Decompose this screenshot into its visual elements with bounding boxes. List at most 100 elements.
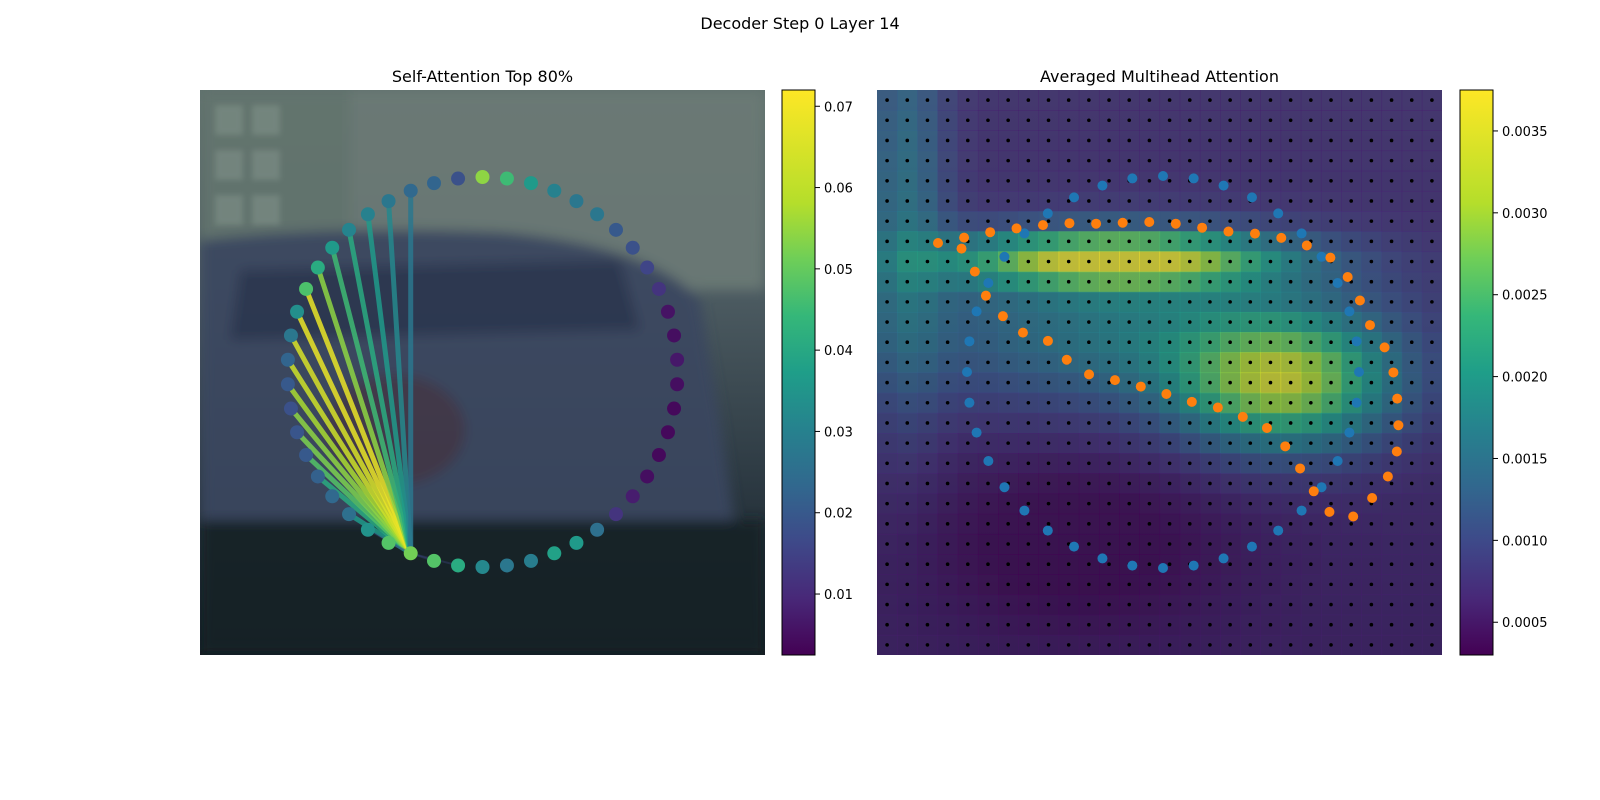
grid-point	[885, 602, 889, 607]
grid-point	[1087, 239, 1091, 244]
reference-point-orange	[1084, 369, 1095, 380]
grid-point	[1349, 421, 1353, 425]
grid-point	[1430, 158, 1434, 163]
grid-point	[1288, 380, 1293, 385]
grid-point	[1026, 320, 1031, 324]
grid-point	[945, 279, 950, 284]
grid-point	[1369, 602, 1374, 607]
grid-point	[986, 340, 990, 345]
grid-point	[986, 421, 990, 425]
grid-point	[1066, 582, 1071, 587]
attention-node	[547, 546, 562, 561]
grid-point	[1087, 501, 1091, 506]
grid-point	[1228, 118, 1232, 123]
grid-point	[1087, 179, 1091, 183]
grid-point	[1107, 259, 1111, 264]
grid-point	[925, 622, 930, 627]
grid-point	[1006, 522, 1010, 526]
attention-node	[299, 281, 314, 296]
reference-point-orange	[1197, 222, 1208, 233]
grid-point	[885, 562, 889, 566]
grid-point	[885, 118, 889, 123]
grid-point	[1066, 199, 1071, 203]
right-colorbar	[1459, 89, 1494, 656]
colorbar-tick-label: 0.0025	[1502, 289, 1548, 304]
grid-point	[1208, 441, 1212, 445]
grid-point	[1127, 481, 1132, 486]
grid-point	[925, 643, 930, 647]
grid-point	[986, 582, 990, 587]
grid-point	[1329, 138, 1333, 143]
grid-point	[1107, 542, 1111, 546]
grid-point	[1046, 522, 1051, 526]
grid-point	[1329, 118, 1333, 123]
left-colorbar-ticks: 0.01 0.02 0.03 0.04 0.05 0.06 0.07	[815, 100, 853, 603]
grid-point	[1389, 179, 1394, 183]
grid-point	[1087, 118, 1091, 123]
grid-point	[1389, 441, 1394, 445]
grid-point	[1026, 522, 1031, 526]
reference-point-blue	[1042, 208, 1053, 219]
reference-point-blue	[1069, 192, 1080, 203]
reference-point-orange	[1144, 217, 1155, 227]
grid-point	[885, 259, 889, 264]
grid-point	[1228, 340, 1232, 345]
grid-point	[986, 360, 990, 365]
grid-point	[986, 622, 990, 627]
grid-point	[1046, 300, 1051, 304]
grid-point	[925, 138, 930, 143]
grid-point	[1409, 602, 1414, 607]
grid-point	[1167, 279, 1172, 284]
grid-point	[1187, 582, 1192, 587]
grid-point	[1066, 259, 1071, 264]
grid-point	[1248, 481, 1253, 486]
grid-point	[1430, 360, 1434, 365]
grid-point	[1430, 542, 1434, 546]
grid-point	[885, 441, 889, 445]
grid-point	[945, 259, 950, 264]
reference-point-blue	[1344, 306, 1355, 317]
attention-node	[499, 171, 514, 186]
grid-point	[1208, 320, 1212, 324]
grid-point	[1087, 643, 1091, 647]
grid-point	[1248, 340, 1253, 345]
grid-point	[1288, 219, 1293, 223]
grid-point	[1430, 340, 1434, 345]
reference-point-blue	[1332, 278, 1343, 289]
grid-point	[925, 300, 930, 304]
grid-point	[905, 199, 910, 203]
grid-point	[1409, 622, 1414, 627]
grid-point	[1006, 98, 1010, 102]
grid-point	[1288, 239, 1293, 244]
grid-point	[925, 582, 930, 587]
attention-node	[667, 328, 682, 343]
attention-node	[670, 377, 685, 392]
grid-point	[1389, 239, 1394, 244]
grid-point	[986, 118, 990, 123]
grid-point	[1087, 522, 1091, 526]
grid-point	[1208, 562, 1212, 566]
grid-point	[1309, 622, 1313, 627]
colorbar-tick-label: 0.0010	[1502, 534, 1548, 549]
grid-point	[905, 542, 910, 546]
attention-node	[325, 489, 340, 504]
grid-point	[1329, 158, 1333, 163]
grid-point	[1187, 199, 1192, 203]
grid-point	[1309, 340, 1313, 345]
grid-point	[945, 562, 950, 566]
grid-point	[945, 199, 950, 203]
grid-point	[986, 602, 990, 607]
reference-point-blue	[1218, 553, 1229, 564]
grid-point	[1430, 380, 1434, 385]
grid-point	[1147, 400, 1152, 405]
grid-point	[1107, 622, 1111, 627]
grid-point	[885, 179, 889, 183]
grid-point	[1187, 501, 1192, 506]
grid-point	[966, 643, 970, 647]
grid-point	[1288, 461, 1293, 466]
grid-point	[1268, 542, 1273, 546]
attention-edge	[346, 227, 414, 556]
grid-point	[1309, 179, 1313, 183]
grid-point	[1409, 259, 1414, 264]
grid-point	[1127, 441, 1132, 445]
